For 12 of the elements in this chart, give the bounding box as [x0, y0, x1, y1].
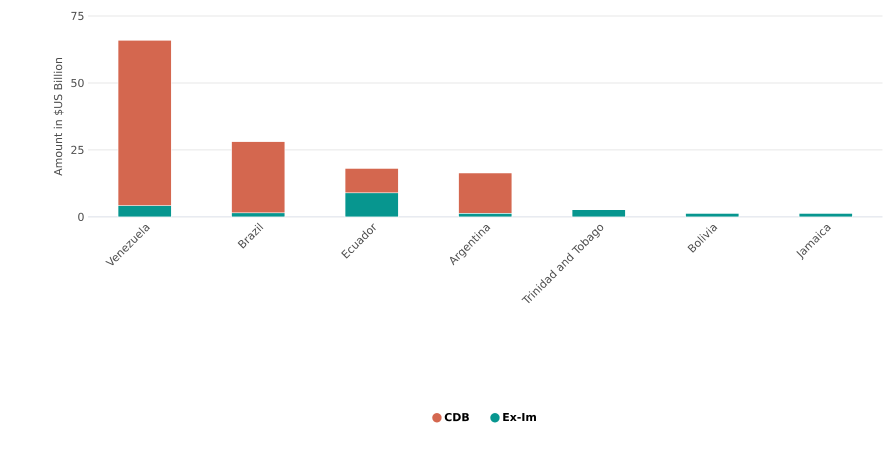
bar [458, 172, 512, 214]
bar [798, 213, 853, 218]
y-tick-label: 75 [71, 12, 84, 20]
y-axis-title: Amount in $US Billion [54, 58, 64, 176]
bar [572, 209, 626, 218]
y-tick-label: 0 [78, 212, 84, 222]
bar [231, 141, 286, 214]
legend-label: Ex-Im [503, 413, 536, 422]
y-tick-label: 50 [71, 78, 84, 88]
legend-label: CDB [444, 413, 469, 422]
bar [685, 213, 740, 218]
y-tick-label: 25 [71, 146, 84, 154]
